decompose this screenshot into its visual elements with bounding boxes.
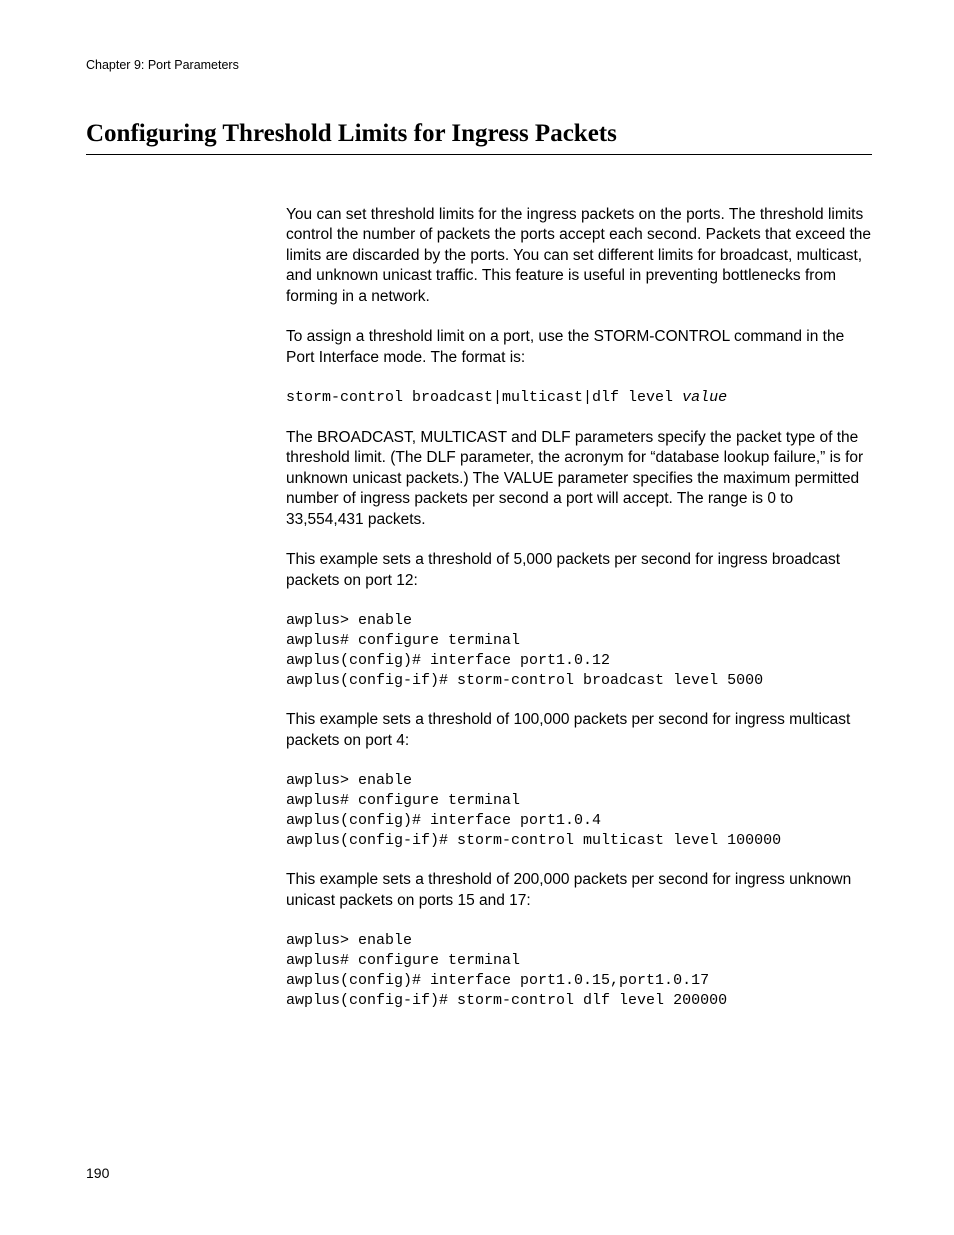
paragraph: This example sets a threshold of 5,000 p… <box>286 550 872 591</box>
syntax-command: storm-control broadcast|multicast|dlf le… <box>286 389 682 406</box>
code-block: awplus> enable awplus# configure termina… <box>286 611 872 690</box>
page-number: 190 <box>86 1165 109 1181</box>
paragraph: This example sets a threshold of 200,000… <box>286 870 872 911</box>
section-title: Configuring Threshold Limits for Ingress… <box>86 120 872 155</box>
syntax-line: storm-control broadcast|multicast|dlf le… <box>286 388 872 408</box>
syntax-value: value <box>682 389 727 406</box>
paragraph: You can set threshold limits for the ing… <box>286 205 872 307</box>
chapter-header: Chapter 9: Port Parameters <box>86 58 872 72</box>
paragraph: This example sets a threshold of 100,000… <box>286 710 872 751</box>
document-page: Chapter 9: Port Parameters Configuring T… <box>0 0 954 1235</box>
code-block: awplus> enable awplus# configure termina… <box>286 771 872 850</box>
paragraph: The BROADCAST, MULTICAST and DLF paramet… <box>286 428 872 530</box>
code-block: awplus> enable awplus# configure termina… <box>286 931 872 1010</box>
body-content: You can set threshold limits for the ing… <box>286 205 872 1011</box>
paragraph: To assign a threshold limit on a port, u… <box>286 327 872 368</box>
